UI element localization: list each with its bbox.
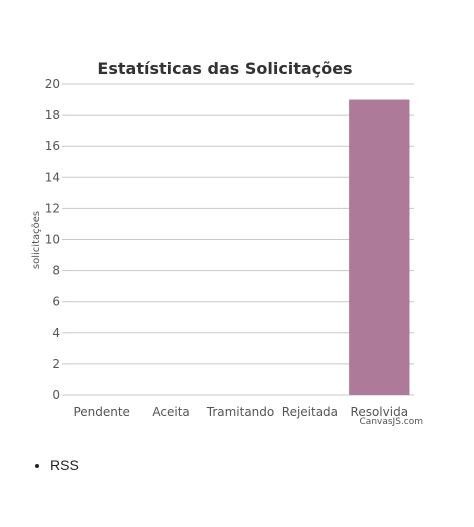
x-tick-label: Aceita [152,405,189,419]
bars [349,99,410,396]
y-axis-title: solicitações [31,211,42,269]
y-tick-label: 18 [45,108,60,122]
y-axis-tick-labels: 0 2 4 6 8 10 12 14 16 18 20 [45,77,60,402]
x-tick-label: Rejeitada [282,405,338,419]
bar-chart: Estatísticas das Solicitações 0 2 4 6 8 10 12 1… [31,59,423,427]
chart-credit[interactable]: CanvasJS.com [360,417,423,427]
y-tick-label: 16 [45,139,60,153]
y-tick-label: 6 [52,295,60,309]
x-tick-label: Pendente [73,405,130,419]
y-tick-label: 4 [52,326,60,340]
chart-title: Estatísticas das Solicitações [97,59,352,78]
chart-container: Estatísticas das Solicitações 0 2 4 6 8 10 12 1… [0,40,474,440]
rss-link[interactable]: RSS [50,457,79,473]
x-tick-label: Resolvida [351,405,409,419]
y-tick-label: 0 [52,388,60,402]
list-item: RSS [50,455,79,475]
bar-resolvida[interactable] [349,99,410,396]
y-tick-label: 8 [52,264,60,278]
y-tick-label: 14 [45,170,60,184]
link-list: RSS [0,455,79,475]
x-tick-label: Tramitando [206,405,275,419]
y-tick-label: 20 [45,77,60,91]
y-tick-label: 2 [52,357,60,371]
x-axis-tick-labels: Pendente Aceita Tramitando Rejeitada Resolvi… [73,405,408,419]
y-tick-label: 10 [45,233,60,247]
y-tick-label: 12 [45,201,60,215]
